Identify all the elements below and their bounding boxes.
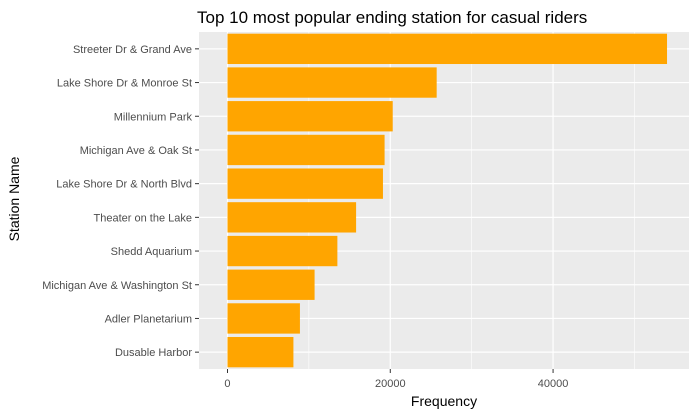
bar <box>227 101 393 132</box>
y-tick-label: Streeter Dr & Grand Ave <box>73 44 192 56</box>
bar <box>227 336 294 368</box>
y-tick-label: Lake Shore Dr & North Blvd <box>56 179 192 191</box>
y-tick-label: Michigan Ave & Washington St <box>42 280 192 292</box>
bar <box>227 235 338 267</box>
x-axis-title: Frequency <box>411 393 477 409</box>
y-tick-label: Adler Planetarium <box>105 313 192 325</box>
bar <box>227 269 315 300</box>
bar <box>227 134 385 166</box>
bar <box>227 67 437 98</box>
x-tick-label: 40000 <box>538 378 569 390</box>
bar <box>227 168 383 199</box>
y-axis-title: Station Name <box>6 156 22 241</box>
y-tick-label: Millennium Park <box>114 111 193 123</box>
x-tick-label: 20000 <box>375 378 406 390</box>
bar <box>227 33 668 65</box>
y-axis-ticks: Streeter Dr & Grand Ave Lake Shore Dr & M… <box>42 44 199 359</box>
x-tick-label: 0 <box>224 378 230 390</box>
y-tick-label: Lake Shore Dr & Monroe St <box>57 78 192 90</box>
y-tick-label: Shedd Aquarium <box>111 246 192 258</box>
bar <box>227 202 357 233</box>
y-tick-label: Dusable Harbor <box>115 347 192 359</box>
bars <box>227 33 668 368</box>
y-tick-label: Theater on the Lake <box>94 212 192 224</box>
bar <box>227 303 300 334</box>
chart-title: Top 10 most popular ending station for c… <box>197 8 587 27</box>
y-tick-label: Michigan Ave & Oak St <box>80 145 192 157</box>
x-axis-ticks: 0 20000 40000 <box>224 369 568 390</box>
